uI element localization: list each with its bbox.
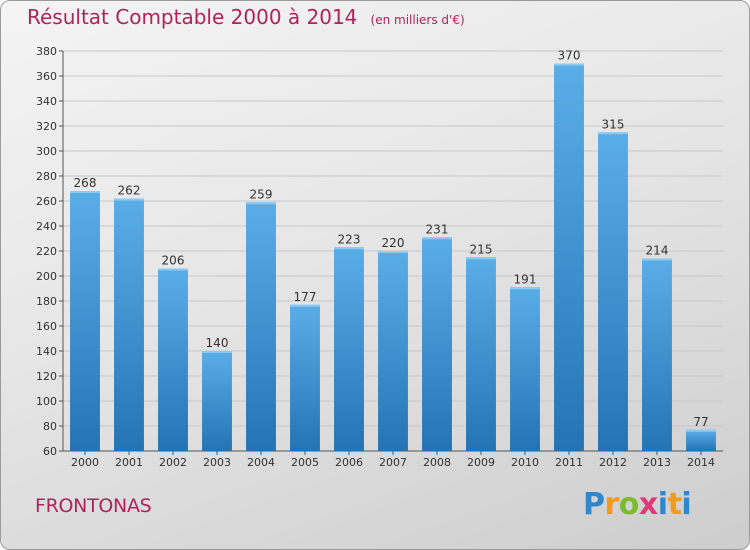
logo-letter: i bbox=[681, 487, 692, 522]
bar bbox=[510, 287, 540, 451]
bar-highlight bbox=[246, 202, 276, 205]
bar-highlight bbox=[290, 304, 320, 307]
y-tick-label: 380 bbox=[36, 45, 57, 58]
bar-highlight bbox=[70, 191, 100, 193]
y-tick-label: 80 bbox=[43, 420, 57, 433]
bar-value-label: 231 bbox=[426, 222, 449, 236]
logo-letter: r bbox=[604, 487, 620, 522]
x-tick-label: 2009 bbox=[467, 456, 495, 469]
chart-subtitle: (en milliers d'€) bbox=[370, 13, 465, 27]
bar-value-label: 262 bbox=[118, 184, 141, 198]
bar bbox=[158, 268, 188, 451]
x-tick-label: 2002 bbox=[159, 456, 187, 469]
y-tick-label: 240 bbox=[36, 220, 57, 233]
logo-letter: x bbox=[638, 487, 658, 522]
x-tick-label: 2004 bbox=[247, 456, 275, 469]
logo-letter: P bbox=[583, 487, 605, 522]
bar bbox=[290, 304, 320, 451]
logo-letter: i bbox=[657, 487, 668, 522]
bar-highlight bbox=[422, 237, 452, 240]
y-tick-label: 160 bbox=[36, 320, 57, 333]
bar-highlight bbox=[334, 247, 364, 250]
y-tick-labels: 60 80 100 120 140 160 180 200 220 240 260 280 300 320… bbox=[36, 45, 57, 458]
bar bbox=[554, 63, 584, 451]
x-tick-label: 2005 bbox=[291, 456, 319, 469]
bar-highlight bbox=[202, 351, 232, 353]
bar bbox=[334, 247, 364, 451]
bar-highlight bbox=[686, 429, 716, 432]
bars: 268 262 206 140 259 177 223 220 231 215 191 370 315 2… bbox=[70, 49, 716, 451]
bar-value-label: 191 bbox=[514, 272, 537, 286]
bar bbox=[686, 429, 716, 451]
y-tick-label: 340 bbox=[36, 95, 57, 108]
bar-highlight bbox=[554, 63, 584, 66]
bar bbox=[642, 258, 672, 451]
x-tick-label: 2001 bbox=[115, 456, 143, 469]
chart-title-row: Résultat Comptable 2000 à 2014 (en milli… bbox=[27, 5, 465, 29]
bar-value-label: 177 bbox=[294, 290, 317, 304]
bar bbox=[114, 198, 144, 451]
bar-value-label: 223 bbox=[338, 232, 361, 246]
x-tick-label: 2011 bbox=[555, 456, 583, 469]
bar-highlight bbox=[158, 268, 188, 271]
x-tick-label: 2007 bbox=[379, 456, 407, 469]
y-tick-label: 280 bbox=[36, 170, 57, 183]
bar bbox=[70, 191, 100, 451]
bar-value-label: 370 bbox=[558, 49, 581, 63]
chart-title: Résultat Comptable 2000 à 2014 bbox=[27, 5, 358, 29]
bar-value-label: 77 bbox=[693, 415, 708, 429]
y-tick-label: 360 bbox=[36, 70, 57, 83]
bar-highlight bbox=[114, 198, 144, 201]
y-tick-label: 140 bbox=[36, 345, 57, 358]
proxiti-logo: Proxiti bbox=[583, 487, 692, 522]
bar-highlight bbox=[598, 132, 628, 135]
y-tick-label: 260 bbox=[36, 195, 57, 208]
y-tick-label: 100 bbox=[36, 395, 57, 408]
x-tick-label: 2013 bbox=[643, 456, 671, 469]
bar bbox=[246, 202, 276, 451]
x-tick-label: 2014 bbox=[687, 456, 715, 469]
y-tick-label: 320 bbox=[36, 120, 57, 133]
bar-value-label: 315 bbox=[602, 117, 625, 131]
bar bbox=[598, 132, 628, 451]
bar bbox=[466, 257, 496, 451]
commune-name: FRONTONAS bbox=[35, 495, 152, 517]
bar bbox=[202, 351, 232, 451]
x-tick-label: 2008 bbox=[423, 456, 451, 469]
x-tick-label: 2006 bbox=[335, 456, 363, 469]
logo-letter: t bbox=[667, 487, 682, 522]
bar-highlight bbox=[378, 251, 408, 253]
bar-value-label: 140 bbox=[206, 336, 229, 350]
x-tick-labels: 2000 2001 2002 2003 2004 2005 2006 2007 2008 2009… bbox=[71, 456, 715, 469]
bar-value-label: 259 bbox=[250, 187, 273, 201]
bar-highlight bbox=[642, 258, 672, 261]
bar-value-label: 214 bbox=[646, 244, 669, 258]
y-tick-label: 200 bbox=[36, 270, 57, 283]
bar-value-label: 268 bbox=[74, 176, 97, 190]
x-tick-label: 2000 bbox=[71, 456, 99, 469]
bar bbox=[422, 237, 452, 451]
x-tick-label: 2010 bbox=[511, 456, 539, 469]
y-tick-label: 120 bbox=[36, 370, 57, 383]
y-tick-label: 300 bbox=[36, 145, 57, 158]
bar-highlight bbox=[466, 257, 496, 260]
bar-value-label: 206 bbox=[162, 254, 185, 268]
x-tick-label: 2003 bbox=[203, 456, 231, 469]
x-tick-label: 2012 bbox=[599, 456, 627, 469]
bar-highlight bbox=[510, 287, 540, 290]
y-tick-label: 180 bbox=[36, 295, 57, 308]
y-tick-label: 60 bbox=[43, 445, 57, 458]
bar bbox=[378, 251, 408, 451]
bar-value-label: 215 bbox=[470, 242, 493, 256]
logo-letter: o bbox=[618, 487, 640, 522]
y-tick-label: 220 bbox=[36, 245, 57, 258]
bar-value-label: 220 bbox=[382, 236, 405, 250]
